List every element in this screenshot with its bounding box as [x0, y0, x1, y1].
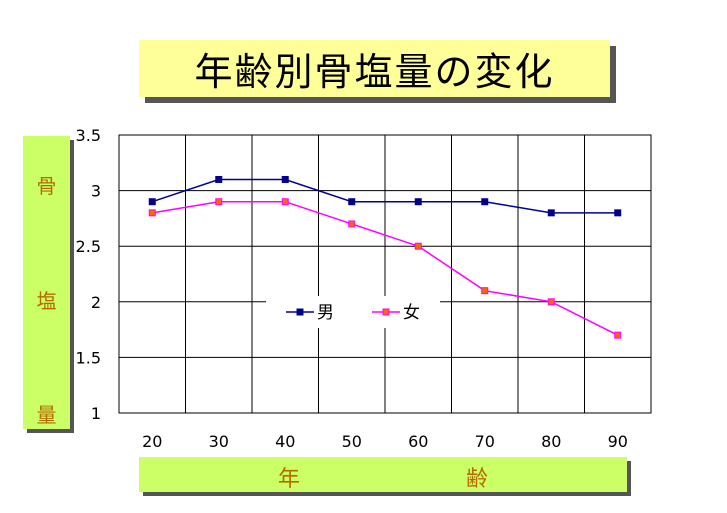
y-tick-label: 1	[91, 404, 101, 423]
data-point	[215, 175, 223, 183]
y-tick-label: 2.5	[76, 237, 101, 256]
title-box: 年齢別骨塩量の変化	[139, 40, 616, 103]
y-axis-label-box: 骨 塩 量	[23, 136, 74, 433]
data-point	[614, 331, 622, 339]
y-tick-label: 2	[91, 293, 101, 312]
data-point	[148, 209, 156, 217]
data-point	[414, 198, 422, 206]
y-tick-label: 3	[91, 182, 101, 201]
y-axis-label-char-2: 塩	[36, 288, 57, 313]
x-axis-label: 年 齢	[139, 457, 627, 492]
data-point	[547, 209, 555, 217]
data-point	[148, 198, 156, 206]
x-tick-label: 70	[475, 432, 495, 451]
chart-title: 年齢別骨塩量の変化	[139, 40, 610, 97]
x-axis-label-char-2: 齢	[466, 467, 489, 492]
legend-marker-2	[382, 308, 390, 316]
x-tick-label: 30	[209, 432, 229, 451]
series-line-2	[152, 200, 619, 336]
data-point	[614, 209, 622, 217]
series-line-1	[152, 178, 618, 214]
y-axis-label: 骨 塩 量	[23, 136, 70, 429]
y-tick-label: 1.5	[76, 348, 101, 367]
data-point	[414, 242, 422, 250]
x-tick-label: 20	[142, 432, 162, 451]
data-point	[348, 220, 356, 228]
x-tick-label: 40	[275, 432, 295, 451]
data-point	[281, 175, 289, 183]
data-point	[481, 198, 489, 206]
x-axis-label-box: 年 齢	[139, 457, 631, 496]
x-tick-label: 80	[541, 432, 561, 451]
x-tick-label: 50	[342, 432, 362, 451]
legend-marker-1	[296, 308, 304, 316]
legend-label-2: 女	[403, 303, 420, 323]
data-point	[281, 198, 289, 206]
data-point	[547, 298, 555, 306]
y-tick-label: 3.5	[76, 126, 101, 145]
data-point	[215, 198, 223, 206]
data-point	[481, 287, 489, 295]
x-axis-label-char-1: 年	[278, 467, 301, 492]
y-axis-label-char-1: 骨	[36, 174, 57, 198]
legend-label-1: 男	[317, 303, 334, 323]
x-tick-label: 90	[608, 432, 628, 451]
y-axis-label-char-3: 量	[36, 403, 57, 427]
data-point	[348, 198, 356, 206]
x-tick-label: 60	[408, 432, 428, 451]
